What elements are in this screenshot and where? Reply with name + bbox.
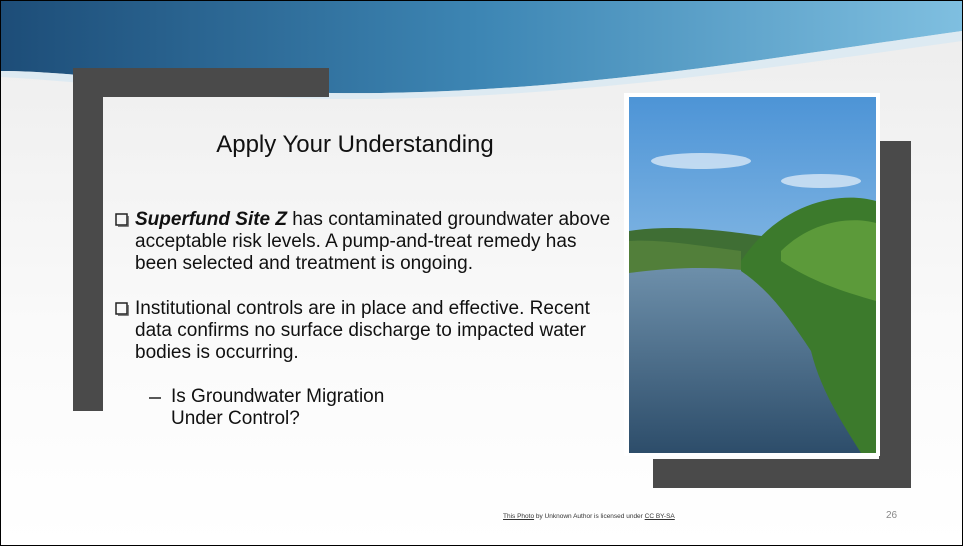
bullet-marker: [115, 213, 129, 227]
bullet: Superfund Site Z has contaminated ground…: [115, 209, 615, 275]
bracket-left: [73, 68, 103, 411]
dash-marker: [149, 397, 161, 399]
bracket-right: [879, 141, 911, 488]
photo-link[interactable]: This Photo: [503, 513, 535, 520]
bullet: Institutional controls are in place and …: [115, 298, 615, 364]
license-link[interactable]: CC BY-SA: [644, 513, 675, 520]
attribution-text: by Unknown Author is licensed under: [534, 513, 645, 520]
bullet-marker: [115, 302, 129, 316]
bracket-bottom: [653, 459, 911, 488]
attribution: This Photo by Unknown Author is licensed…: [503, 513, 675, 520]
bullet-text: Institutional controls are in place and …: [135, 298, 590, 363]
sub-bullet-text: Is Groundwater Migration Under Control?: [171, 386, 385, 429]
slide-title: Apply Your Understanding: [216, 131, 494, 158]
photo: [624, 93, 880, 456]
bracket-top: [73, 68, 329, 97]
bullet-lead: Superfund Site Z: [135, 209, 287, 230]
bullet-text: has contaminated groundwater above accep…: [135, 209, 611, 274]
header-sweep: [1, 31, 962, 100]
sub-bullet: Is Groundwater Migration Under Control?: [149, 386, 431, 430]
page-number: 26: [886, 510, 898, 521]
